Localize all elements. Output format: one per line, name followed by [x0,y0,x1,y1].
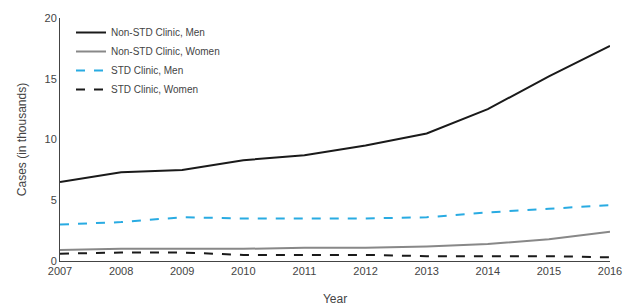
svg-text:15: 15 [45,73,57,85]
svg-text:STD Clinic, Men: STD Clinic, Men [111,65,183,76]
svg-text:2010: 2010 [231,265,255,277]
svg-text:2009: 2009 [170,265,194,277]
svg-text:5: 5 [51,194,57,206]
svg-text:Cases (in thousands): Cases (in thousands) [15,83,29,196]
svg-text:Year: Year [323,292,347,306]
svg-text:2008: 2008 [109,265,133,277]
svg-text:10: 10 [45,133,57,145]
svg-text:2013: 2013 [414,265,438,277]
svg-text:2014: 2014 [476,265,500,277]
svg-text:2015: 2015 [537,265,561,277]
svg-text:STD Clinic, Women: STD Clinic, Women [111,84,198,95]
svg-text:2007: 2007 [48,265,72,277]
svg-text:2016: 2016 [598,265,622,277]
svg-text:Non-STD Clinic, Men: Non-STD Clinic, Men [111,27,205,38]
svg-text:0: 0 [51,255,57,267]
svg-text:2011: 2011 [293,265,317,277]
svg-text:Non-STD Clinic, Women: Non-STD Clinic, Women [111,46,220,57]
svg-text:2012: 2012 [353,265,377,277]
svg-text:20: 20 [45,12,57,24]
